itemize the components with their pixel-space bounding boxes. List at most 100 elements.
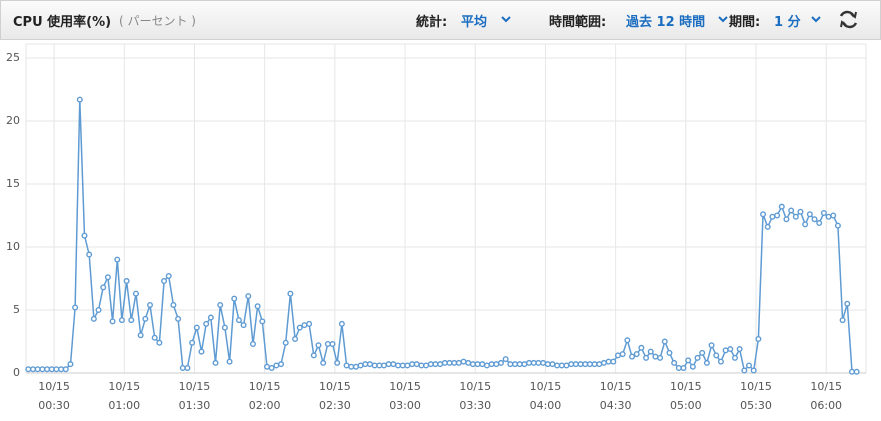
data-point bbox=[727, 346, 734, 353]
data-point bbox=[81, 232, 88, 239]
data-point bbox=[427, 361, 434, 368]
data-point bbox=[352, 363, 359, 370]
data-point bbox=[792, 213, 799, 220]
data-point bbox=[750, 367, 757, 374]
data-point bbox=[292, 335, 299, 342]
data-point bbox=[657, 354, 664, 361]
data-point bbox=[44, 366, 51, 373]
data-point bbox=[189, 339, 196, 346]
stat-dropdown[interactable]: 平均 bbox=[461, 15, 488, 30]
data-point bbox=[48, 366, 55, 373]
data-point bbox=[572, 361, 579, 368]
data-point bbox=[132, 290, 139, 297]
data-point bbox=[488, 361, 495, 368]
data-point bbox=[432, 361, 439, 368]
data-point bbox=[834, 222, 841, 229]
x-tick-label-line: 10/15 bbox=[810, 380, 842, 393]
data-point bbox=[175, 315, 182, 322]
x-tick-label: 10/15 00:30 bbox=[38, 380, 70, 412]
data-point bbox=[783, 216, 790, 223]
refresh-button[interactable] bbox=[839, 10, 858, 29]
chevron[interactable] bbox=[811, 16, 821, 23]
data-point bbox=[245, 293, 252, 300]
data-point bbox=[586, 361, 593, 368]
data-point bbox=[774, 212, 781, 219]
data-point bbox=[469, 361, 476, 368]
data-point bbox=[839, 317, 846, 324]
data-point bbox=[638, 344, 645, 351]
data-point bbox=[86, 251, 93, 258]
stat-label: 統計: bbox=[416, 15, 448, 30]
x-tick-label-line: 01:30 bbox=[179, 399, 211, 412]
data-point bbox=[516, 361, 523, 368]
x-tick-label-line: 10/15 bbox=[108, 380, 140, 393]
data-point bbox=[633, 351, 640, 358]
data-point bbox=[296, 324, 303, 331]
x-tick-label-line: 03:00 bbox=[389, 399, 421, 412]
chevron[interactable] bbox=[501, 16, 511, 23]
data-point bbox=[596, 361, 603, 368]
data-point bbox=[343, 362, 350, 369]
data-point bbox=[643, 354, 650, 361]
data-point bbox=[362, 361, 369, 368]
range-dropdown[interactable]: 過去 12 時間 bbox=[626, 15, 706, 30]
data-point bbox=[848, 368, 855, 375]
data-point bbox=[731, 354, 738, 361]
data-point bbox=[357, 362, 364, 369]
data-point bbox=[376, 362, 383, 369]
data-point bbox=[746, 362, 753, 369]
data-point bbox=[58, 366, 65, 373]
data-point bbox=[395, 362, 402, 369]
data-point bbox=[165, 272, 172, 279]
data-point bbox=[844, 300, 851, 307]
data-point bbox=[156, 339, 163, 346]
x-tick-label-line: 03:30 bbox=[459, 399, 491, 412]
x-tick-label-line: 10/15 bbox=[179, 380, 211, 393]
data-point bbox=[441, 359, 448, 366]
data-point bbox=[203, 320, 210, 327]
data-point bbox=[310, 352, 317, 359]
x-tick-label-line: 06:00 bbox=[810, 399, 842, 412]
data-point bbox=[329, 341, 336, 348]
data-point bbox=[591, 361, 598, 368]
data-point bbox=[811, 216, 818, 223]
data-point bbox=[446, 359, 453, 366]
data-point bbox=[652, 353, 659, 360]
x-tick-label-line: 10/15 bbox=[530, 380, 562, 393]
data-point bbox=[348, 363, 355, 370]
x-tick-label-line: 04:00 bbox=[530, 399, 562, 412]
data-point bbox=[451, 359, 458, 366]
data-point bbox=[207, 314, 214, 321]
data-point bbox=[235, 317, 242, 324]
data-point bbox=[736, 346, 743, 353]
x-tick-label-line: 02:00 bbox=[249, 399, 281, 412]
x-tick-label-line: 10/15 bbox=[459, 380, 491, 393]
x-tick-label: 10/15 02:30 bbox=[319, 380, 351, 412]
period-dropdown[interactable]: 1 分 bbox=[774, 15, 801, 30]
data-point bbox=[240, 322, 247, 329]
data-point bbox=[90, 315, 97, 322]
data-point bbox=[540, 359, 547, 366]
data-point bbox=[320, 359, 327, 366]
x-tick-label: 10/15 04:30 bbox=[600, 380, 632, 412]
range-label: 時間範囲: bbox=[549, 15, 607, 30]
data-point bbox=[67, 361, 74, 368]
data-point bbox=[390, 361, 397, 368]
data-point bbox=[76, 96, 83, 103]
data-point bbox=[437, 361, 444, 368]
chevron[interactable] bbox=[718, 16, 728, 23]
chart-title: CPU 使用率(%) bbox=[13, 15, 112, 30]
data-point bbox=[830, 212, 837, 219]
data-point bbox=[259, 318, 266, 325]
data-point bbox=[549, 361, 556, 368]
data-point bbox=[483, 362, 490, 369]
data-point bbox=[380, 362, 387, 369]
data-point bbox=[788, 207, 795, 214]
data-point bbox=[671, 359, 678, 366]
data-point bbox=[769, 213, 776, 220]
data-point bbox=[254, 303, 261, 310]
data-point bbox=[268, 364, 275, 371]
data-point bbox=[53, 366, 60, 373]
data-point bbox=[479, 361, 486, 368]
x-tick-label-line: 10/15 bbox=[389, 380, 421, 393]
